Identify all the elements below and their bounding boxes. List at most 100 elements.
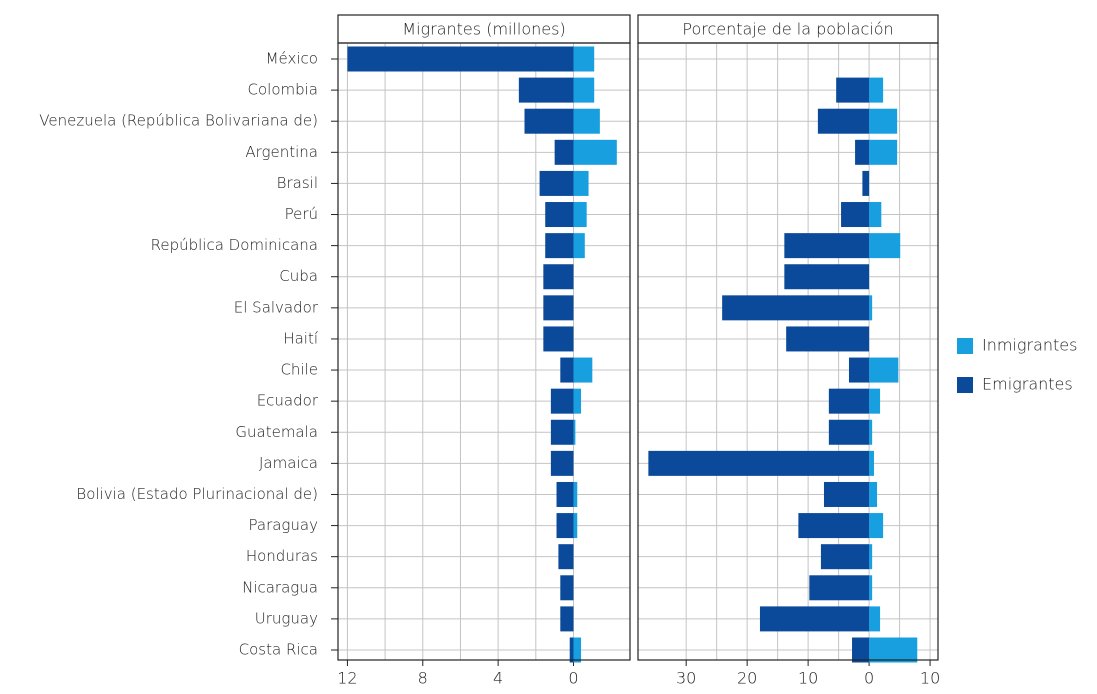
bar bbox=[573, 46, 595, 72]
bar bbox=[820, 544, 870, 570]
bar bbox=[573, 388, 582, 414]
bar bbox=[784, 233, 870, 259]
bar bbox=[573, 233, 585, 259]
bar bbox=[524, 108, 574, 134]
category-label: Uruguay bbox=[255, 609, 318, 627]
bar bbox=[560, 606, 574, 632]
bar bbox=[855, 139, 870, 165]
bar bbox=[573, 170, 589, 196]
legend-swatch bbox=[957, 338, 973, 354]
category-label: Guatemala bbox=[235, 423, 318, 441]
bar bbox=[573, 202, 587, 228]
bar bbox=[869, 575, 873, 601]
bar bbox=[573, 139, 617, 165]
bar bbox=[573, 513, 578, 539]
bar bbox=[573, 419, 576, 445]
bar bbox=[869, 419, 873, 445]
category-label: Costa Rica bbox=[239, 641, 318, 659]
bar bbox=[841, 202, 870, 228]
bar bbox=[869, 233, 901, 259]
category-label: México bbox=[266, 50, 318, 68]
bar bbox=[518, 77, 574, 103]
bar bbox=[869, 637, 918, 663]
bar bbox=[759, 606, 870, 632]
category-label: Perú bbox=[285, 205, 318, 223]
bar bbox=[817, 108, 870, 134]
category-label: Jamaica bbox=[259, 454, 318, 472]
bar bbox=[828, 388, 870, 414]
bar bbox=[554, 139, 574, 165]
category-label: Venezuela (República Bolivariana de) bbox=[39, 112, 318, 130]
x-tick-label: 8 bbox=[418, 669, 428, 688]
bar bbox=[869, 139, 898, 165]
bar bbox=[539, 170, 574, 196]
bar bbox=[573, 637, 582, 663]
bar bbox=[809, 575, 870, 601]
bar bbox=[869, 481, 878, 507]
bar bbox=[869, 606, 881, 632]
category-label: Nicaragua bbox=[242, 578, 318, 596]
bar bbox=[836, 77, 870, 103]
bar bbox=[869, 202, 882, 228]
bar bbox=[786, 326, 870, 352]
bar bbox=[550, 419, 574, 445]
bar bbox=[560, 575, 574, 601]
bar bbox=[784, 264, 870, 290]
bar bbox=[569, 637, 574, 663]
bar bbox=[545, 202, 574, 228]
bar bbox=[545, 233, 574, 259]
bar bbox=[543, 264, 574, 290]
bar bbox=[573, 481, 578, 507]
bar bbox=[558, 544, 574, 570]
bar bbox=[852, 637, 870, 663]
panel-frame bbox=[337, 42, 631, 661]
bar bbox=[573, 108, 600, 134]
bar bbox=[869, 357, 899, 383]
bar bbox=[560, 357, 574, 383]
bar bbox=[862, 170, 870, 196]
x-tick-label: 4 bbox=[493, 669, 503, 688]
x-tick-label: 0 bbox=[568, 669, 578, 688]
x-tick-label: 20 bbox=[737, 669, 757, 688]
bar bbox=[869, 77, 884, 103]
bar bbox=[869, 108, 898, 134]
bar bbox=[722, 295, 870, 321]
x-tick-label: 10 bbox=[920, 669, 940, 688]
x-tick-label: 0 bbox=[864, 669, 874, 688]
category-label: El Salvador bbox=[234, 298, 319, 316]
panel-frame bbox=[637, 42, 939, 661]
x-tick-label: 12 bbox=[337, 669, 357, 688]
bar bbox=[573, 77, 595, 103]
category-label: Colombia bbox=[248, 81, 319, 99]
bar bbox=[869, 450, 874, 476]
category-label: Cuba bbox=[279, 267, 318, 285]
x-tick-label: 10 bbox=[798, 669, 818, 688]
bar bbox=[869, 388, 881, 414]
bar bbox=[543, 326, 574, 352]
category-label: República Dominicana bbox=[151, 236, 318, 254]
x-tick-label: 30 bbox=[676, 669, 696, 688]
bar bbox=[550, 388, 574, 414]
bar bbox=[556, 513, 574, 539]
bar bbox=[347, 46, 574, 72]
category-label: Brasil bbox=[277, 174, 318, 192]
category-label: Paraguay bbox=[249, 516, 319, 534]
category-label: Bolivia (Estado Plurinacional de) bbox=[76, 485, 318, 503]
bar bbox=[848, 357, 870, 383]
bar bbox=[869, 544, 873, 570]
bar bbox=[648, 450, 870, 476]
category-label: Haití bbox=[283, 329, 319, 347]
bar bbox=[828, 419, 870, 445]
bar bbox=[550, 450, 574, 476]
bar bbox=[869, 513, 884, 539]
bar bbox=[543, 295, 574, 321]
panel-title: Porcentaje de la población bbox=[682, 20, 893, 39]
legend-label: Inmigrantes bbox=[982, 336, 1077, 355]
bar bbox=[823, 481, 870, 507]
bar bbox=[798, 513, 870, 539]
legend-label: Emigrantes bbox=[982, 375, 1073, 394]
bar bbox=[573, 357, 593, 383]
bar bbox=[556, 481, 574, 507]
category-label: Honduras bbox=[246, 547, 318, 565]
